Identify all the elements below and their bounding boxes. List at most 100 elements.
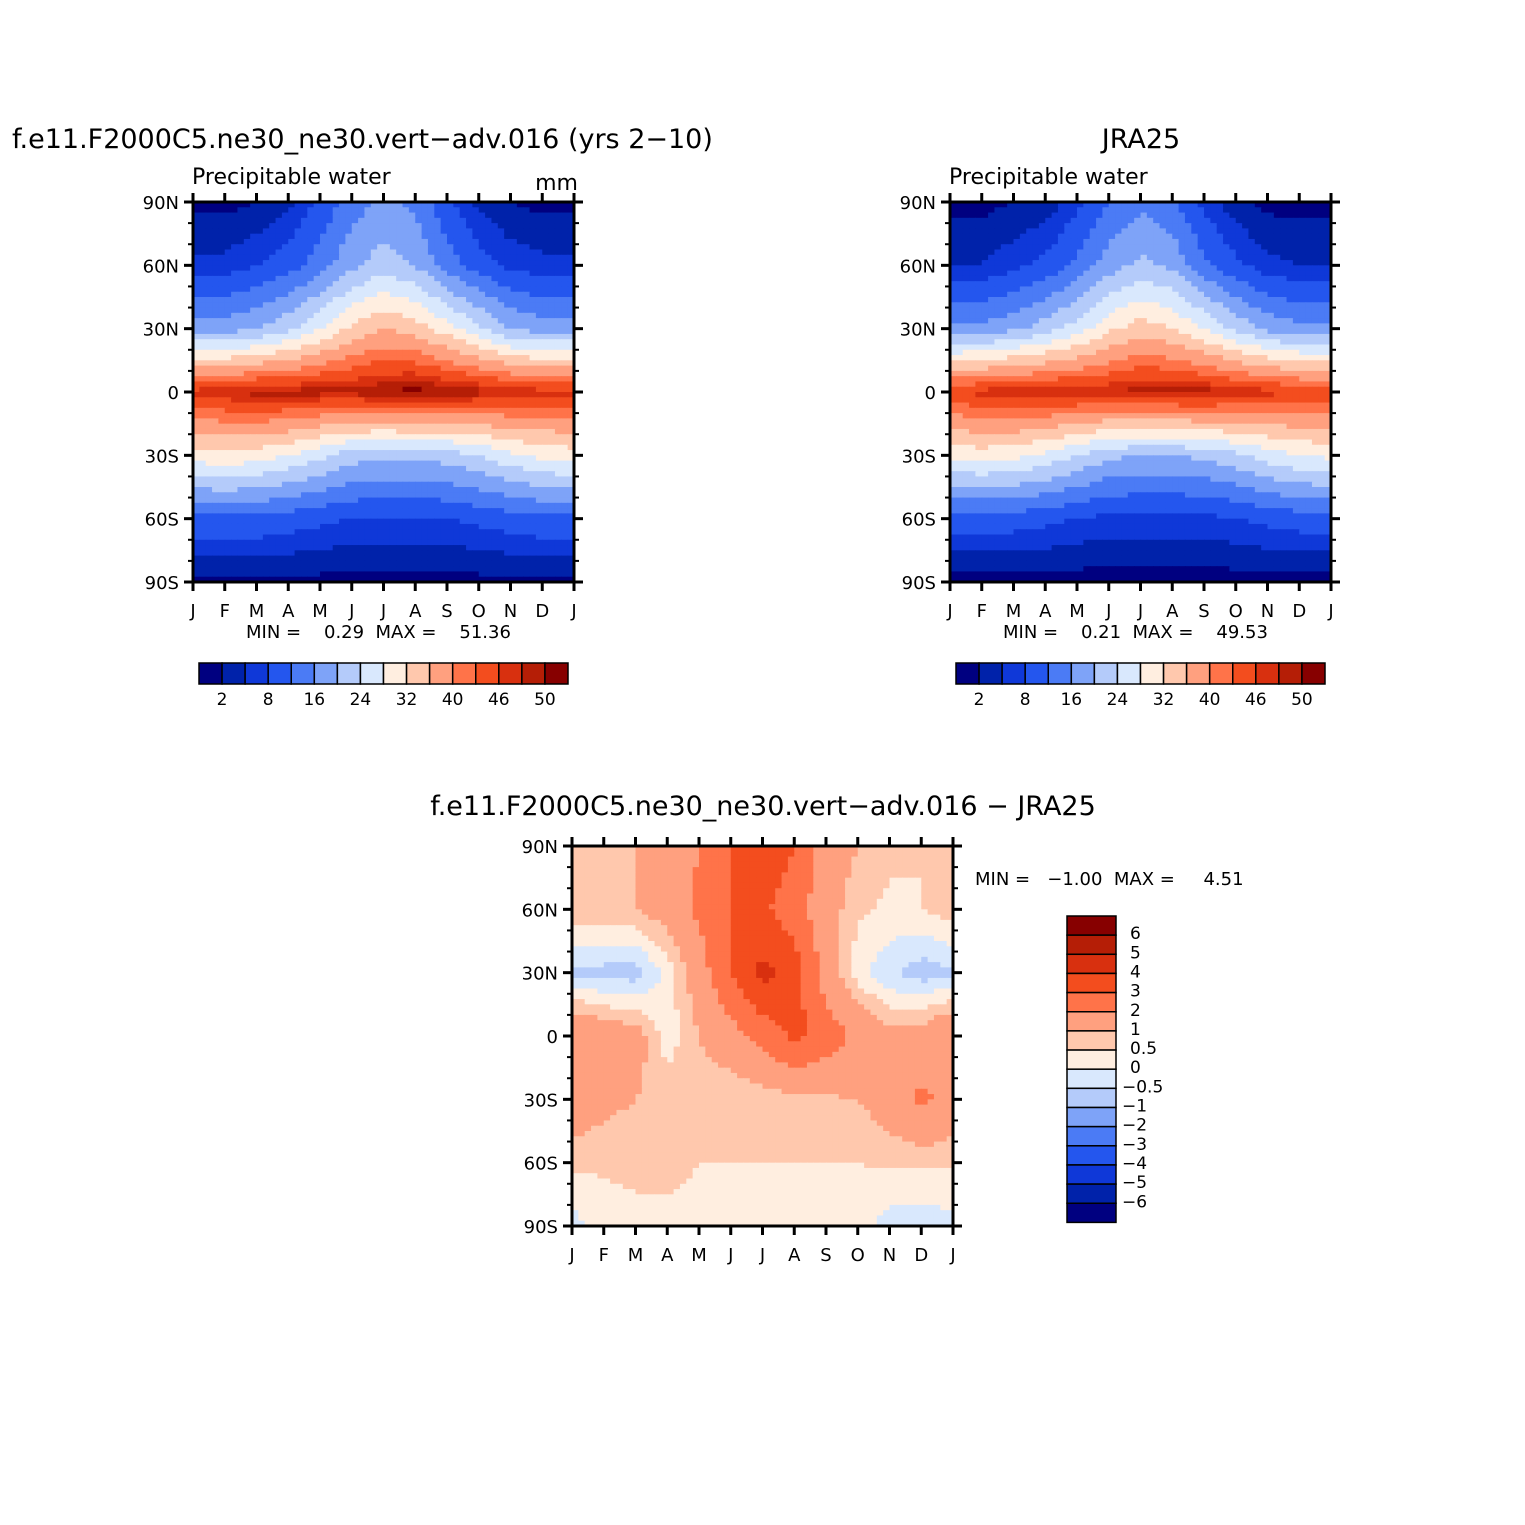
- field-cell: [529, 376, 537, 383]
- field-cell: [529, 428, 537, 435]
- field-cell: [975, 233, 983, 240]
- field-cell: [281, 539, 289, 546]
- field-cell: [383, 413, 391, 419]
- field-cell: [205, 265, 213, 272]
- field-cell: [396, 513, 404, 520]
- field-cell: [478, 381, 486, 388]
- field-cell: [478, 281, 486, 288]
- field-cell: [345, 513, 353, 520]
- field-cell: [466, 381, 473, 388]
- field-cell: [370, 291, 378, 298]
- field-cell: [1229, 228, 1237, 235]
- field-cell: [364, 297, 372, 303]
- field-cell: [1159, 223, 1167, 229]
- field-cell: [466, 518, 473, 525]
- field-cell: [421, 355, 429, 361]
- field-cell: [453, 413, 461, 419]
- field-cell: [339, 238, 346, 245]
- field-cell: [218, 444, 226, 451]
- field-cell: [516, 455, 524, 462]
- field-cell: [548, 444, 556, 451]
- field-cell: [421, 487, 429, 493]
- field-cell: [383, 529, 391, 536]
- field-cell: [389, 386, 397, 393]
- field-cell: [1242, 233, 1250, 240]
- field-cell: [1051, 228, 1059, 235]
- field-cell: [491, 566, 499, 573]
- field-cell: [345, 307, 353, 314]
- field-cell: [516, 254, 524, 261]
- field-cell: [548, 529, 556, 536]
- field-cell: [351, 238, 359, 245]
- field-cell: [567, 428, 574, 435]
- field-cell: [275, 386, 283, 393]
- field-cell: [440, 566, 448, 573]
- field-cell: [262, 312, 270, 319]
- field-cell: [542, 450, 550, 456]
- field-cell: [294, 202, 302, 208]
- field-cell: [1254, 202, 1262, 208]
- field-cell: [415, 365, 423, 372]
- field-cell: [421, 207, 429, 214]
- field-cell: [1083, 233, 1091, 240]
- field-cell: [383, 471, 391, 478]
- field-cell: [294, 302, 302, 309]
- field-cell: [193, 386, 200, 393]
- field-cell: [269, 344, 277, 351]
- field-cell: [313, 450, 321, 456]
- field-cell: [370, 323, 378, 330]
- field-cell: [231, 312, 239, 319]
- field-cell: [345, 407, 353, 414]
- field-cell: [281, 476, 289, 483]
- field-cell: [542, 270, 550, 277]
- field-cell: [193, 460, 200, 467]
- field-cell: [193, 428, 200, 435]
- field-cell: [459, 418, 467, 425]
- field-cell: [1057, 202, 1065, 208]
- field-cell: [478, 402, 486, 409]
- field-cell: [294, 555, 302, 562]
- field-cell: [567, 344, 574, 351]
- field-cell: [402, 244, 410, 251]
- field-cell: [529, 265, 537, 272]
- field-cell: [459, 260, 467, 266]
- field-cell: [294, 413, 302, 419]
- field-cell: [415, 497, 423, 504]
- field-cell: [320, 434, 327, 441]
- field-cell: [243, 418, 251, 425]
- field-cell: [389, 217, 397, 224]
- field-cell: [1019, 202, 1027, 208]
- field-cell: [294, 386, 302, 393]
- field-cell: [523, 349, 531, 356]
- field-cell: [275, 339, 283, 346]
- field-cell: [351, 307, 359, 314]
- field-cell: [402, 497, 410, 504]
- field-cell: [561, 539, 569, 546]
- field-cell: [231, 244, 239, 251]
- field-cell: [300, 281, 308, 288]
- field-cell: [288, 333, 296, 340]
- field-cell: [523, 376, 531, 383]
- field-cell: [199, 397, 207, 404]
- field-cell: [408, 518, 416, 525]
- field-cell: [237, 386, 245, 393]
- field-cell: [212, 270, 219, 277]
- field-cell: [453, 476, 461, 483]
- field-cell: [561, 323, 569, 330]
- field-cell: [288, 539, 296, 546]
- field-cell: [288, 207, 296, 214]
- field-cell: [408, 307, 416, 314]
- field-cell: [535, 249, 543, 256]
- field-cell: [205, 481, 213, 488]
- field-cell: [478, 275, 486, 282]
- field-cell: [1242, 217, 1250, 224]
- field-cell: [377, 492, 385, 499]
- field-cell: [466, 297, 473, 303]
- field-cell: [447, 286, 454, 293]
- field-cell: [497, 571, 505, 578]
- field-cell: [421, 302, 429, 309]
- field-cell: [383, 386, 391, 393]
- field-cell: [339, 497, 346, 504]
- field-cell: [453, 360, 461, 367]
- field-cell: [193, 344, 200, 351]
